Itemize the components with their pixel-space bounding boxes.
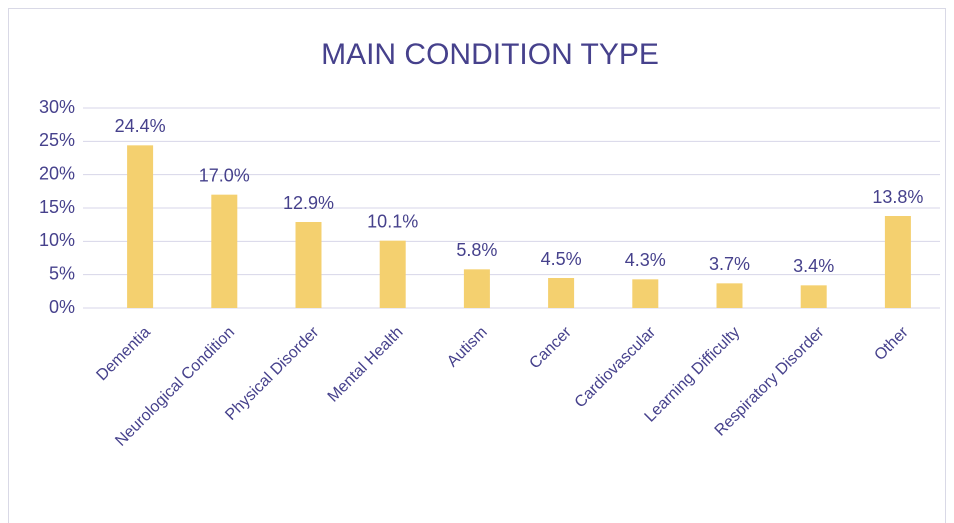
bar <box>884 216 911 308</box>
value-label: 12.9% <box>283 193 334 213</box>
y-tick-label: 10% <box>39 230 75 250</box>
bar <box>211 194 238 308</box>
y-tick-label: 15% <box>39 197 75 217</box>
value-label: 10.1% <box>367 211 418 231</box>
bar <box>379 240 406 308</box>
bar <box>127 145 154 308</box>
value-label: 17.0% <box>199 165 250 185</box>
y-tick-label: 25% <box>39 130 75 150</box>
y-tick-label: 5% <box>49 263 75 283</box>
chart-title: MAIN CONDITION TYPE <box>321 38 659 71</box>
bar <box>632 279 659 308</box>
bar <box>295 222 322 308</box>
value-label: 3.7% <box>709 254 750 274</box>
value-label: 5.8% <box>456 240 497 260</box>
value-label: 4.5% <box>541 249 582 269</box>
value-label: 24.4% <box>115 116 166 136</box>
bar <box>800 285 827 308</box>
y-tick-label: 30% <box>39 97 75 117</box>
value-label: 13.8% <box>872 187 923 207</box>
value-label: 3.4% <box>793 256 834 276</box>
chart-border <box>8 8 946 523</box>
y-tick-label: 0% <box>49 297 75 317</box>
bar <box>463 269 490 308</box>
y-tick-label: 20% <box>39 163 75 183</box>
bar <box>716 283 743 308</box>
bar <box>548 278 575 308</box>
value-label: 4.3% <box>625 250 666 270</box>
